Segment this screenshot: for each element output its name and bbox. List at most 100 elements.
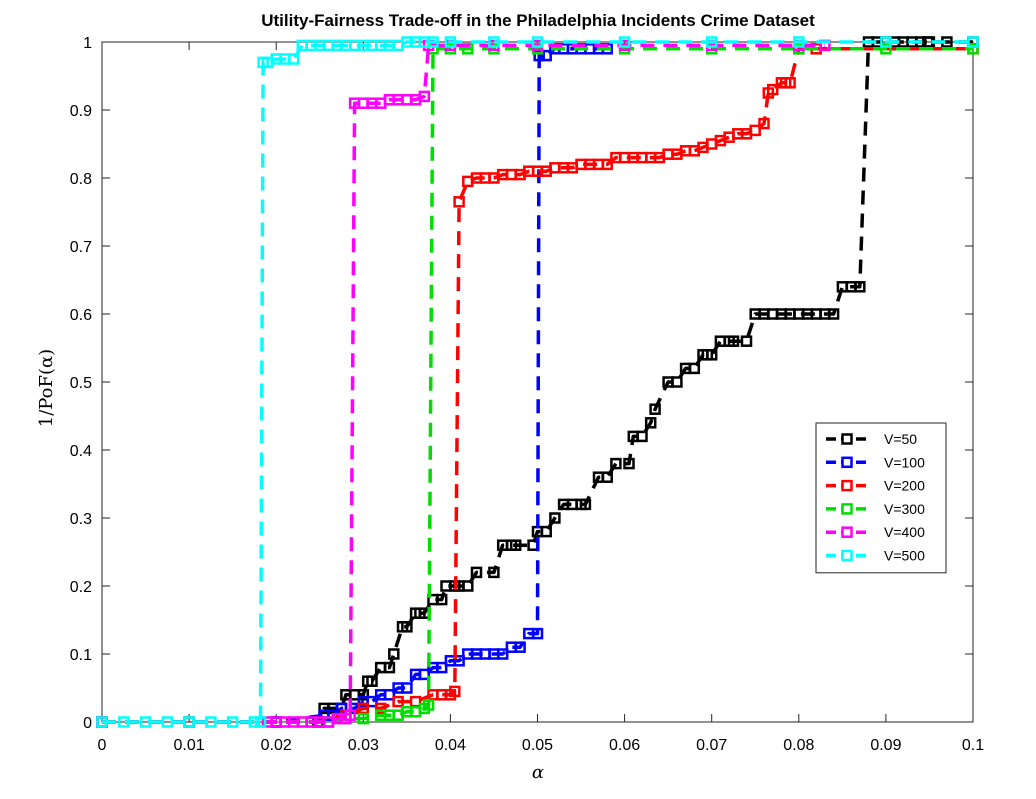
legend-item: V=400 — [826, 524, 925, 540]
series-line — [102, 43, 825, 724]
x-axis-label: α — [532, 762, 544, 783]
legend-item: V=200 — [826, 478, 925, 494]
legend-label: V=400 — [884, 524, 925, 540]
data-point — [601, 471, 613, 483]
legend-item: V=300 — [826, 501, 925, 517]
x-tick-label: 0 — [98, 737, 107, 754]
data-point — [435, 661, 448, 674]
data-point — [540, 525, 552, 538]
y-tick-label: 0.5 — [70, 375, 92, 392]
x-tick-label: 0.07 — [696, 737, 727, 754]
legend-marker — [841, 479, 853, 492]
y-tick-label: 0.6 — [70, 307, 92, 324]
legend: V=50 V=100 V=200 V=300 V=400 V=500 — [815, 422, 947, 574]
data-point — [254, 716, 267, 728]
y-tick-label: 0.4 — [70, 443, 92, 460]
legend-box — [815, 422, 947, 574]
data-point — [540, 49, 552, 62]
data-point — [636, 430, 648, 443]
data-point — [688, 362, 701, 375]
y-tick-label: 0.8 — [70, 171, 92, 188]
y-tick-label: 1 — [83, 35, 92, 52]
data-point — [967, 43, 979, 55]
data-point — [248, 716, 261, 728]
data-point — [531, 36, 544, 48]
data-point — [383, 689, 396, 701]
data-point — [601, 158, 613, 171]
legend-label: V=200 — [884, 478, 925, 494]
data-point — [793, 36, 805, 48]
x-tick-label: 0.02 — [261, 737, 292, 754]
data-point — [644, 417, 657, 429]
legend-marker — [841, 549, 853, 562]
data-point — [453, 196, 465, 208]
data-point — [749, 124, 761, 137]
data-point — [205, 716, 217, 728]
data-point — [740, 335, 753, 347]
data-point — [453, 655, 465, 667]
data-point — [470, 566, 483, 579]
data-point — [827, 308, 840, 320]
series-v-500 — [96, 36, 979, 728]
legend-item: V=50 — [826, 431, 917, 447]
data-point — [388, 648, 400, 660]
series-layer — [96, 36, 979, 728]
data-point — [579, 498, 592, 511]
data-point — [705, 349, 718, 361]
x-tick-label: 0.1 — [962, 737, 984, 754]
data-point — [383, 661, 396, 674]
data-point — [705, 36, 718, 48]
chart-title: Utility-Fairness Trade-off in the Philad… — [261, 11, 815, 30]
x-tick-label: 0.04 — [435, 737, 466, 754]
data-point — [287, 53, 300, 65]
y-tick-label: 0 — [83, 715, 92, 732]
data-point — [444, 36, 457, 48]
data-point — [462, 580, 474, 592]
data-point — [623, 457, 635, 470]
data-point — [139, 716, 152, 728]
y-tick-label: 0.3 — [70, 511, 92, 528]
data-point — [366, 695, 378, 708]
data-point — [549, 512, 561, 524]
data-point — [649, 403, 661, 415]
data-point — [226, 716, 239, 728]
data-point — [449, 685, 461, 698]
legend-item: V=500 — [826, 548, 925, 564]
data-point — [401, 621, 413, 633]
data-point — [392, 695, 404, 708]
legend-label: V=50 — [884, 431, 917, 447]
data-point — [96, 716, 108, 728]
data-point — [344, 709, 356, 721]
data-point — [357, 712, 370, 725]
y-tick-label: 0.2 — [70, 579, 92, 596]
data-point — [427, 36, 439, 48]
data-point — [496, 648, 509, 660]
data-point — [161, 716, 174, 728]
data-point — [418, 668, 431, 681]
data-point — [488, 36, 500, 48]
data-point — [401, 682, 413, 694]
data-point — [766, 83, 779, 96]
y-tick-label: 0.1 — [70, 647, 92, 664]
y-tick-label: 0.9 — [70, 103, 92, 120]
data-point — [488, 566, 500, 579]
legend-marker — [841, 456, 853, 469]
x-axis-ticks: 0 0.01 0.02 0.03 0.04 0.05 0.06 0.07 0.08 0.09 0.1 — [98, 42, 984, 754]
data-point — [422, 699, 435, 711]
y-tick-label: 0.7 — [70, 239, 92, 256]
data-point — [366, 675, 378, 687]
data-point — [531, 627, 544, 640]
data-point — [880, 43, 892, 55]
data-point — [784, 77, 796, 89]
x-tick-label: 0.03 — [348, 737, 379, 754]
data-point — [183, 716, 195, 728]
y-axis-label: 1/PoF(α) — [36, 349, 57, 427]
data-point — [435, 593, 448, 606]
data-point — [357, 689, 370, 701]
legend-label: V=300 — [884, 501, 925, 517]
y-axis-ticks: 0 0.1 0.2 0.3 0.4 0.5 0.6 0.7 0.8 0.9 1 — [70, 35, 973, 732]
data-point — [967, 36, 979, 48]
legend-label: V=100 — [884, 454, 925, 470]
series-line — [102, 40, 973, 724]
